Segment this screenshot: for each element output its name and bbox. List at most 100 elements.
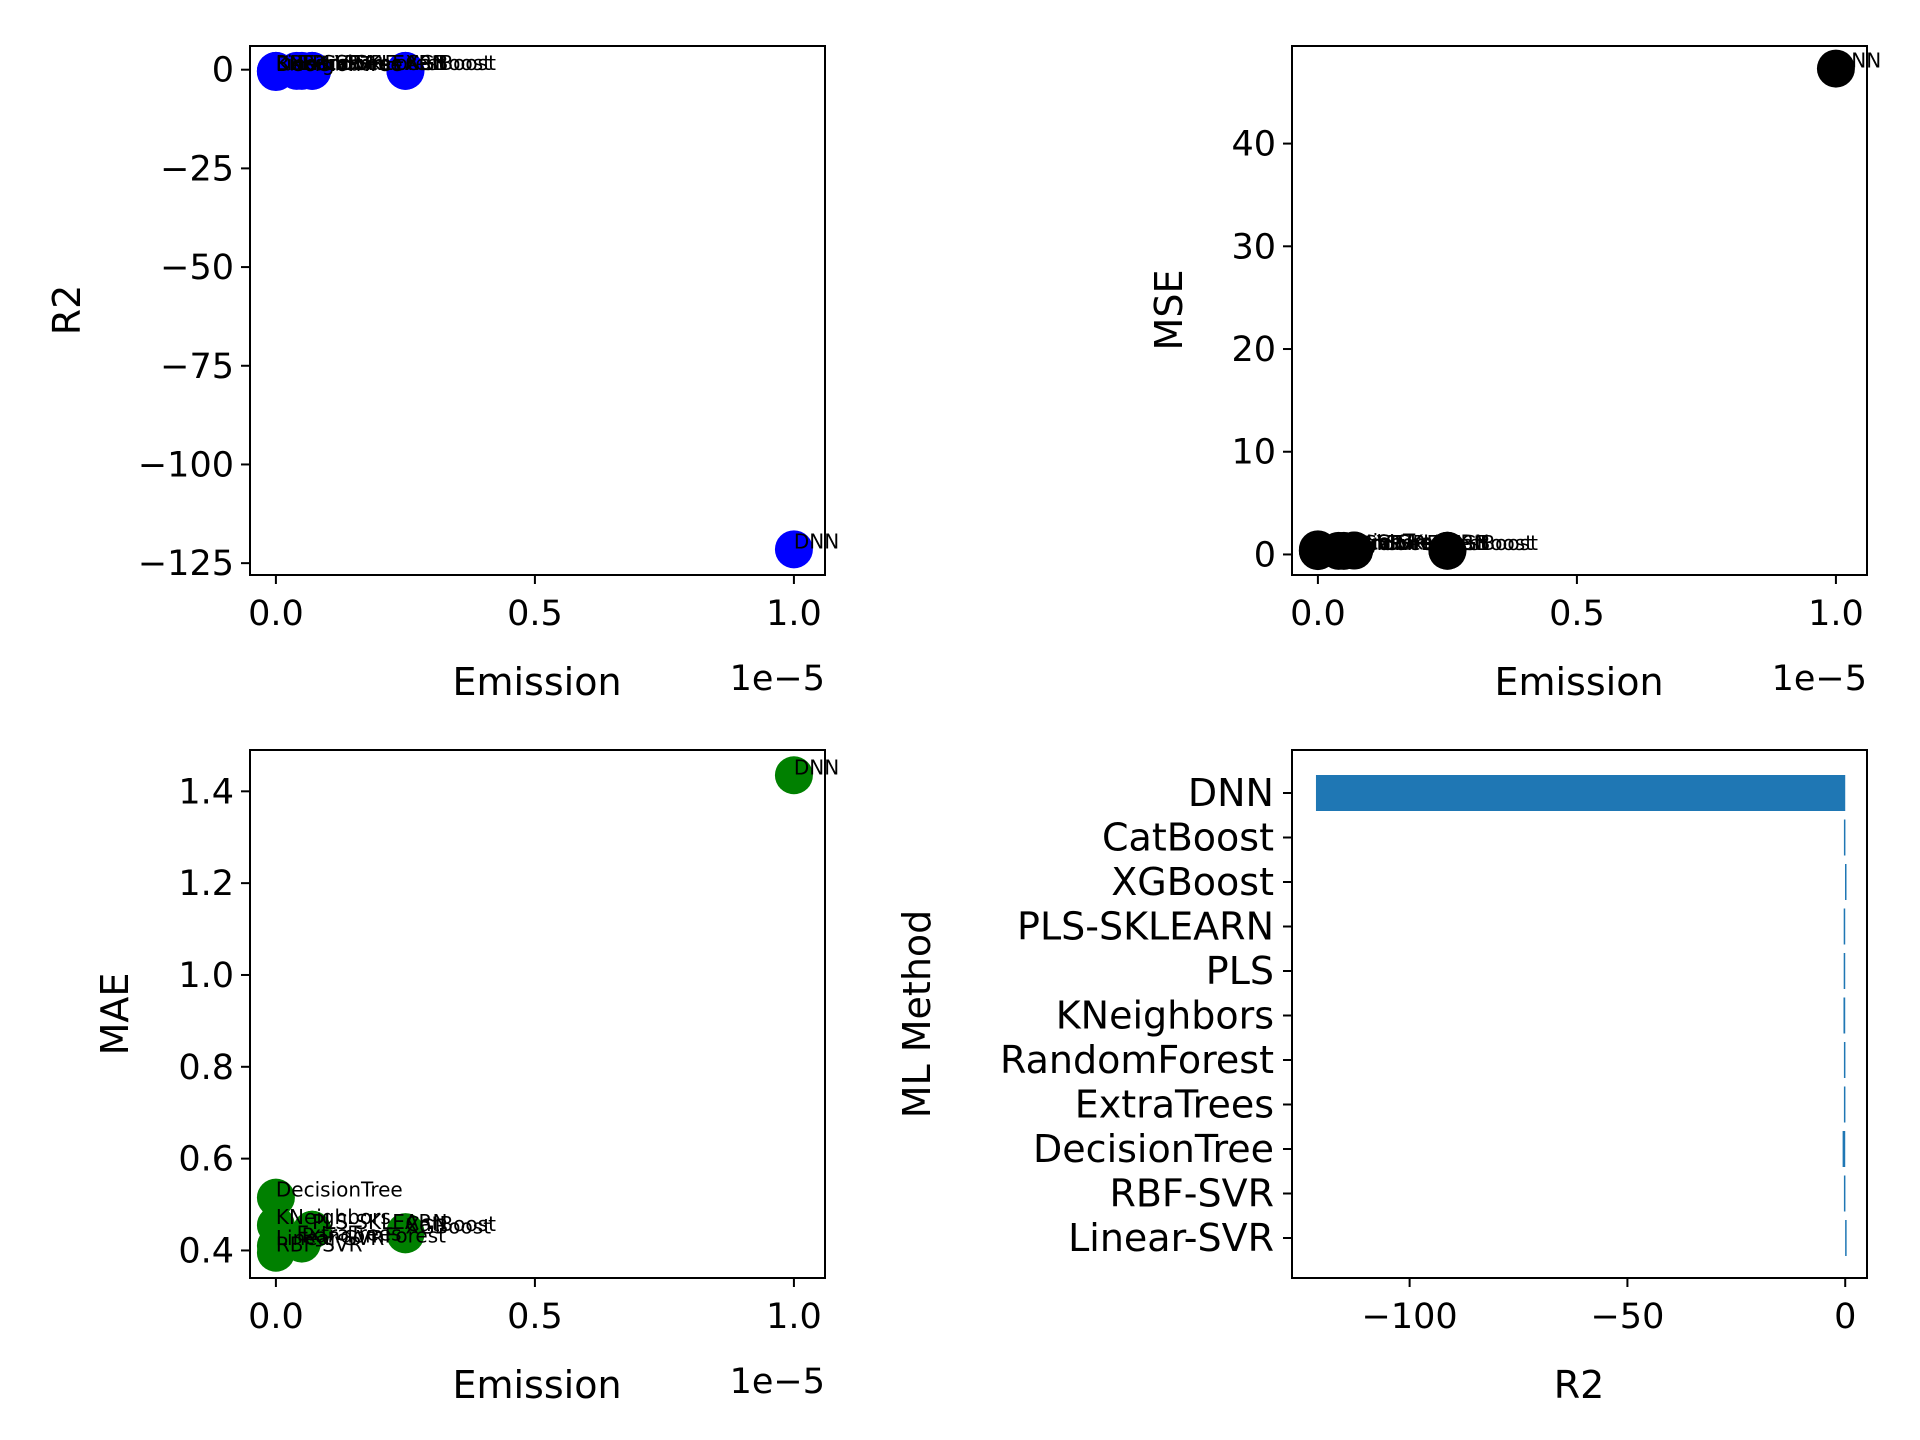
- scatter-mae-points: DecisionTree KNeighborsLinear-SVRRBF-SVRE…: [256, 755, 839, 1272]
- data-point-label: RandomForest: [302, 51, 446, 75]
- category-label: KNeighbors: [1056, 994, 1274, 1038]
- category-label: PLS: [1206, 949, 1274, 993]
- data-point-label: RBF-SVR: [276, 51, 363, 75]
- category-label: RandomForest: [1000, 1038, 1274, 1082]
- scatter-mse-panel: Linear-SVRRBF-SVRDecisionTreeExtraTreesR…: [1147, 45, 1881, 704]
- data-point-label: PLS: [312, 51, 348, 75]
- scatter-mse-frame: [1291, 45, 1868, 576]
- category-label: XGBoost: [1111, 860, 1274, 904]
- data-point-label: RBF-SVR: [1318, 531, 1405, 555]
- bar: [1843, 1086, 1846, 1123]
- data-point-label: ExtraTrees: [297, 1221, 402, 1245]
- bar: [1845, 1220, 1847, 1256]
- data-point: [293, 1210, 332, 1249]
- data-point-label: XGBoost: [405, 1214, 491, 1238]
- bar-r2-ticks: −100 −50 0 DNNCatBoostXGBoostPLS-SKLEARNPLS…: [1000, 771, 1856, 1337]
- data-point-label: CatBoost: [1447, 531, 1538, 555]
- y-tick-label: −75: [160, 347, 234, 387]
- data-point-label: PLS-SKLEARN: [1354, 531, 1489, 555]
- data-point-label: PLS-SKLEARN: [312, 51, 447, 75]
- scatter-mae-x-axis-label: Emission: [452, 1363, 621, 1407]
- data-point-label: DNN: [794, 529, 839, 553]
- bar: [1843, 997, 1846, 1034]
- data-point-label: PLS: [312, 1210, 348, 1234]
- y-tick-label: 1.4: [178, 772, 234, 812]
- x-tick-label: 0.5: [1549, 594, 1605, 634]
- scatter-mae-frame: [249, 749, 826, 1279]
- data-point: [1816, 49, 1855, 88]
- y-tick-label: 0.4: [178, 1231, 234, 1271]
- data-point-label: KNeighbors: [276, 1205, 391, 1229]
- category-label: ExtraTrees: [1075, 1083, 1274, 1127]
- scatter-mae-panel: DecisionTreeKNeighborsLinear-SVRRBF-SVRE…: [93, 749, 839, 1407]
- x-tick-label: 0.0: [248, 1297, 304, 1337]
- data-point: [1298, 531, 1337, 570]
- x-tick-label: 0.5: [507, 1297, 563, 1337]
- bar: [1843, 1175, 1846, 1212]
- data-point-label: RandomForest: [302, 1224, 446, 1248]
- scatter-mse-ticks: 0.0 0.5 1.0 0 10 20 30 40: [1231, 125, 1863, 634]
- data-point-label: ExtraTrees: [297, 51, 402, 75]
- data-point: [774, 756, 813, 795]
- category-label: Linear-SVR: [1068, 1216, 1274, 1260]
- data-point-label: DecisionTree: [276, 52, 403, 76]
- scatter-r2-points: Linear-SVRRBF-SVRDecisionTreeExtraTreesR…: [256, 51, 839, 569]
- data-point-label: DNN: [1836, 49, 1881, 73]
- scatter-mse-x-axis-label: Emission: [1494, 660, 1663, 704]
- bar: [1843, 908, 1846, 945]
- data-point: [386, 1213, 425, 1252]
- scatter-r2-x-axis-label: Emission: [452, 660, 621, 704]
- y-tick-label: −25: [160, 149, 234, 189]
- x-tick-label: 0.0: [248, 594, 304, 634]
- bar: [1843, 953, 1846, 989]
- scatter-r2-y-axis-label: R2: [45, 285, 89, 336]
- y-tick-label: 0.8: [178, 1048, 234, 1088]
- data-point: [293, 51, 332, 90]
- y-tick-label: −100: [138, 445, 234, 485]
- data-point-label: CatBoost: [405, 51, 496, 75]
- bar: [1845, 864, 1847, 900]
- scatter-mae-y-axis-label: MAE: [93, 973, 137, 1056]
- data-point: [1335, 531, 1374, 570]
- data-point-label: Linear-SVR: [1318, 531, 1426, 555]
- bar-r2-x-axis-label: R2: [1554, 1363, 1605, 1407]
- y-tick-label: 0: [212, 51, 234, 91]
- bar: [1843, 819, 1846, 856]
- data-point: [1428, 531, 1467, 570]
- y-tick-label: 0.6: [178, 1140, 234, 1180]
- bar-r2-bars: [1315, 775, 1847, 1256]
- data-point-label: DNN: [794, 755, 839, 779]
- x-tick-label: 0.0: [1290, 594, 1346, 634]
- bar: [1315, 775, 1846, 811]
- bar-r2-frame: [1291, 749, 1868, 1279]
- scatter-mae-x-offset-label: 1e−5: [730, 1362, 825, 1402]
- x-tick-label: 1.0: [766, 1297, 822, 1337]
- data-point-label: PLS-SKLEARN: [312, 1210, 447, 1234]
- scatter-r2-x-offset-label: 1e−5: [730, 659, 825, 699]
- data-point-label: ExtraTrees: [1339, 531, 1444, 555]
- category-label: DNN: [1188, 771, 1274, 815]
- scatter-r2-frame: [249, 45, 826, 576]
- data-point-label: KNeighbors: [276, 51, 391, 75]
- x-tick-label: −50: [1590, 1297, 1664, 1337]
- data-point-label: Linear-SVR: [276, 1226, 384, 1250]
- bar: [1843, 1042, 1846, 1078]
- y-tick-label: −125: [138, 544, 234, 584]
- data-point-label: Linear-SVR: [276, 51, 384, 75]
- bar-r2-y-axis-label: ML Method: [895, 910, 939, 1119]
- data-point: [386, 51, 425, 90]
- bar-r2-panel: −100 −50 0 DNNCatBoostXGBoostPLS-SKLEARNPLS…: [895, 749, 1868, 1407]
- data-point-label: RBF-SVR: [276, 1233, 363, 1257]
- data-point-label: XGBoost: [1447, 531, 1533, 555]
- scatter-r2-ticks: 0.0 0.5 1.0 0 −25 −50 −75 −100 −125: [138, 51, 822, 634]
- x-tick-label: 1.0: [766, 594, 822, 634]
- y-tick-label: 0: [1254, 535, 1276, 575]
- data-point-label: CatBoost: [405, 1212, 496, 1236]
- data-point-label: DecisionTree: [276, 1178, 403, 1202]
- x-tick-label: 1.0: [1808, 594, 1864, 634]
- scatter-mse-points: Linear-SVRRBF-SVRDecisionTreeExtraTreesR…: [1298, 49, 1881, 571]
- y-tick-label: 1.2: [178, 864, 234, 904]
- y-tick-label: 20: [1231, 330, 1276, 370]
- category-label: DecisionTree: [1033, 1127, 1274, 1171]
